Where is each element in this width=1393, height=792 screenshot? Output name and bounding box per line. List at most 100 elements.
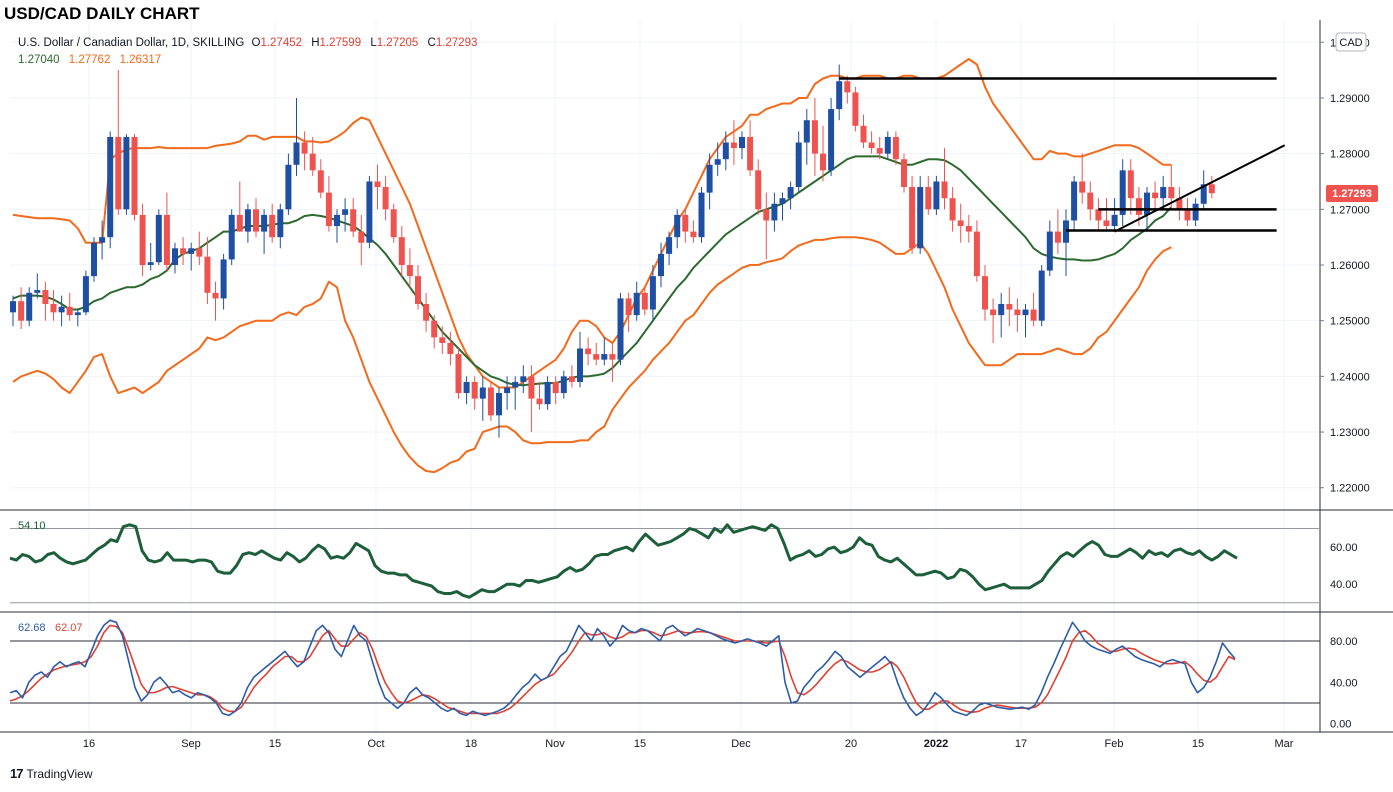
candle[interactable] <box>107 131 114 249</box>
candle[interactable] <box>455 348 462 399</box>
candle[interactable] <box>204 237 211 304</box>
candle[interactable] <box>479 376 486 421</box>
candle[interactable] <box>690 220 697 243</box>
candle[interactable] <box>374 164 381 210</box>
candle[interactable] <box>147 242 154 271</box>
candle[interactable] <box>34 273 41 299</box>
candle[interactable] <box>601 337 608 366</box>
candle[interactable] <box>261 209 268 254</box>
candle[interactable] <box>447 331 454 366</box>
rsi-pane[interactable] <box>9 523 1320 604</box>
candle[interactable] <box>431 315 438 349</box>
candle[interactable] <box>933 175 940 215</box>
candle[interactable] <box>755 159 762 215</box>
candle[interactable] <box>641 287 648 316</box>
candle[interactable] <box>957 203 964 243</box>
candle[interactable] <box>496 387 502 438</box>
candle[interactable] <box>285 153 292 215</box>
candle[interactable] <box>1192 198 1199 227</box>
candle[interactable] <box>115 70 122 215</box>
candle[interactable] <box>423 292 430 332</box>
candle[interactable] <box>358 214 365 265</box>
candle[interactable] <box>714 142 721 176</box>
candle[interactable] <box>625 292 632 332</box>
candle[interactable] <box>487 381 494 421</box>
candle[interactable] <box>706 153 713 210</box>
candle[interactable] <box>617 292 624 366</box>
candle[interactable] <box>228 209 235 265</box>
candle[interactable] <box>925 175 932 215</box>
candle[interactable] <box>795 131 802 193</box>
candle[interactable] <box>844 75 851 104</box>
candle[interactable] <box>1022 303 1029 338</box>
candle[interactable] <box>26 287 33 327</box>
candle[interactable] <box>512 376 519 410</box>
candle[interactable] <box>633 281 640 321</box>
candle[interactable] <box>163 192 170 271</box>
candle[interactable] <box>674 209 681 249</box>
candle[interactable] <box>860 114 867 149</box>
candle[interactable] <box>42 281 49 321</box>
candle[interactable] <box>1006 287 1013 327</box>
candle[interactable] <box>698 187 705 243</box>
candle[interactable] <box>892 131 899 165</box>
candle[interactable] <box>1014 298 1021 332</box>
candle[interactable] <box>172 242 178 274</box>
candle[interactable] <box>220 253 227 310</box>
candle[interactable] <box>1087 181 1094 221</box>
candle[interactable] <box>763 192 770 260</box>
candle[interactable] <box>876 136 883 160</box>
candle[interactable] <box>212 281 219 321</box>
candle[interactable] <box>730 120 737 165</box>
candle[interactable] <box>560 370 567 399</box>
candle[interactable] <box>982 265 988 321</box>
candle[interactable] <box>301 131 308 171</box>
candle[interactable] <box>58 295 65 327</box>
candle[interactable] <box>382 175 389 221</box>
candle[interactable] <box>909 175 916 254</box>
candle[interactable] <box>917 175 924 254</box>
candle[interactable] <box>1127 159 1134 215</box>
candle[interactable] <box>544 376 551 410</box>
candle[interactable] <box>236 181 243 232</box>
candle[interactable] <box>350 198 357 238</box>
candle[interactable] <box>1176 187 1183 221</box>
candle[interactable] <box>504 376 511 410</box>
candle[interactable] <box>82 270 89 316</box>
candle[interactable] <box>325 175 332 232</box>
candle[interactable] <box>123 134 130 215</box>
candle[interactable] <box>520 365 527 394</box>
candle[interactable] <box>196 231 203 265</box>
tradingview-branding[interactable]: 17 TradingView <box>10 766 93 781</box>
candle[interactable] <box>1079 153 1086 204</box>
candle[interactable] <box>828 97 835 176</box>
candle[interactable] <box>390 203 397 243</box>
candle[interactable] <box>820 125 826 182</box>
candle[interactable] <box>74 309 81 327</box>
candle[interactable] <box>868 131 875 154</box>
candle[interactable] <box>649 265 656 321</box>
candle[interactable] <box>1054 209 1061 254</box>
candle[interactable] <box>415 265 421 310</box>
drawn-levels[interactable] <box>839 77 1286 233</box>
candle[interactable] <box>990 298 997 343</box>
candle[interactable] <box>131 134 138 221</box>
candle[interactable] <box>1160 175 1167 210</box>
candle[interactable] <box>180 237 187 265</box>
candle[interactable] <box>463 376 470 405</box>
candle[interactable] <box>439 326 446 355</box>
candle[interactable] <box>1038 265 1045 327</box>
candle[interactable] <box>739 131 745 160</box>
candle[interactable] <box>585 337 592 366</box>
candle[interactable] <box>406 248 413 288</box>
candle[interactable] <box>91 237 97 282</box>
candle[interactable] <box>277 203 284 249</box>
candle[interactable] <box>139 203 146 277</box>
candle[interactable] <box>941 148 948 210</box>
candle[interactable] <box>334 209 340 243</box>
candle[interactable] <box>852 86 859 132</box>
candle[interactable] <box>528 365 535 433</box>
candle[interactable] <box>188 242 195 271</box>
candle[interactable] <box>155 209 162 265</box>
